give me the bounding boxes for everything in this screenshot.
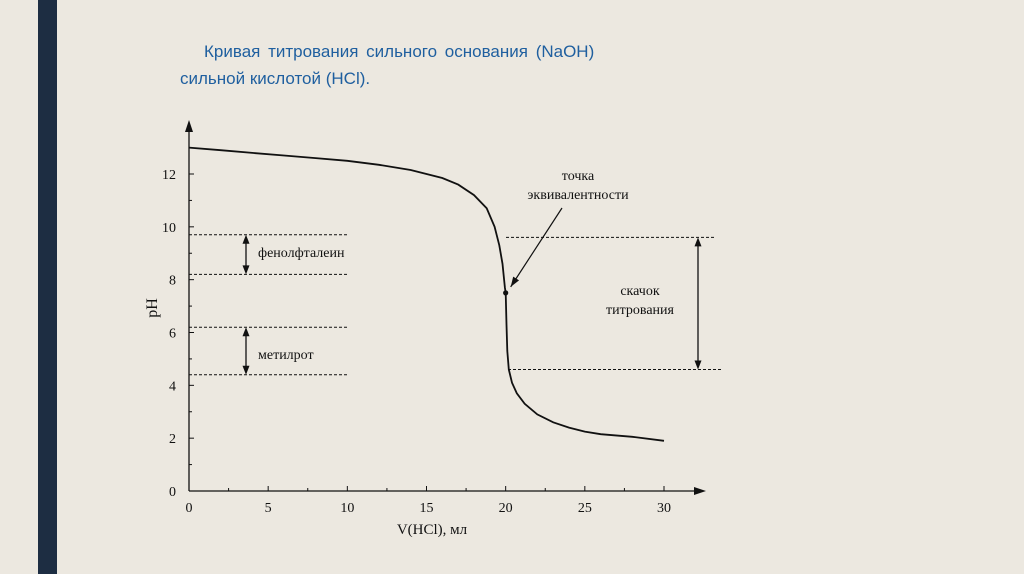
y-axis-label: pH: [144, 298, 161, 318]
y-tick-label: 6: [169, 327, 176, 342]
y-tick-label: 12: [162, 168, 176, 183]
slide-title-line-2: сильной кислотой (HCl).: [180, 69, 371, 88]
x-tick-label: 25: [578, 501, 592, 516]
axes: [185, 120, 706, 495]
phenolphthalein-range-arrow-head-bottom: [242, 265, 250, 275]
methyl-red-label: метилрот: [258, 348, 314, 363]
y-tick-label: 0: [169, 485, 176, 500]
slide-accent-bar: [38, 0, 57, 574]
methyl-red-range-arrow-head-top: [242, 327, 250, 337]
x-axis-arrow: [694, 487, 706, 495]
x-tick-label: 20: [499, 501, 513, 516]
x-axis-label: V(HCl), мл: [397, 522, 468, 538]
y-tick-label: 8: [169, 274, 176, 289]
y-axis-arrow: [185, 120, 193, 132]
guides: [189, 234, 722, 376]
titration-jump-arrow-head-bottom: [694, 360, 702, 370]
marks: [503, 207, 563, 296]
ticks: 0 5 10 15 20 25 30 0 2 4 6 8 10 12: [162, 168, 671, 516]
titration-jump-label-line-1: скачок: [620, 284, 659, 299]
titration-jump-label-line-2: титрования: [606, 303, 675, 318]
slide-title-line-1: Кривая титрования сильного основания (Na…: [204, 42, 595, 61]
titration-jump-arrow-head-top: [694, 237, 702, 247]
phenolphthalein-range-arrow-head-top: [242, 234, 250, 244]
x-tick-label: 0: [186, 501, 193, 516]
y-tick-label: 2: [169, 432, 176, 447]
equivalence-point-label-line-1: точка: [562, 169, 595, 184]
phenolphthalein-label: фенолфталеин: [258, 246, 345, 261]
methyl-red-range-arrow-head-bottom: [242, 365, 250, 375]
y-tick-label: 4: [169, 379, 176, 394]
equivalence-point-label-line-2: эквивалентности: [527, 188, 629, 203]
x-tick-label: 30: [657, 501, 671, 516]
equivalence-point-marker: [503, 290, 509, 296]
x-tick-label: 5: [265, 501, 272, 516]
y-tick-label: 10: [162, 221, 176, 236]
x-tick-label: 15: [420, 501, 434, 516]
x-tick-label: 10: [340, 501, 354, 516]
equivalence-pointer-line: [510, 207, 563, 288]
equivalence-pointer-head: [510, 276, 520, 287]
slide-title: Кривая титрования сильного основания (Na…: [180, 38, 740, 92]
titration-curve: [188, 146, 665, 442]
